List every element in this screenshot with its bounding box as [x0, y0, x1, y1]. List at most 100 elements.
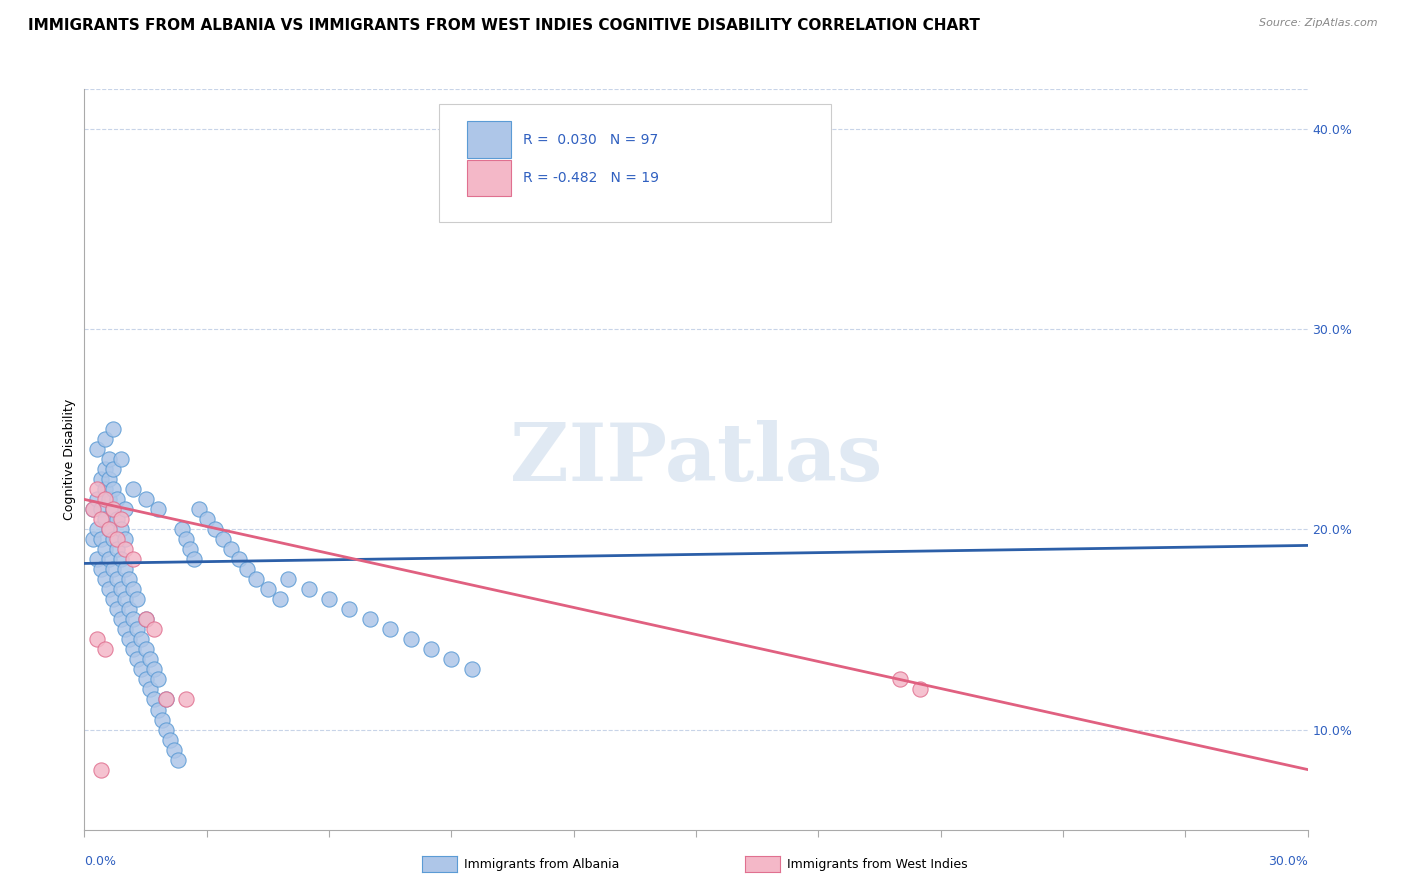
Point [93, 492, 115, 507]
Point [195, 512, 218, 526]
Point [97, 452, 120, 467]
Point [101, 483, 124, 497]
Point [101, 592, 124, 607]
Point [114, 562, 136, 576]
Point [889, 673, 911, 687]
Point [93, 462, 115, 476]
Point [146, 673, 169, 687]
Point [101, 462, 124, 476]
Point [93, 512, 115, 526]
Point [142, 692, 165, 706]
Point [97, 523, 120, 537]
Point [219, 542, 242, 557]
Point [105, 542, 128, 557]
Point [187, 502, 209, 516]
Point [118, 632, 141, 647]
Point [135, 642, 157, 657]
Point [86, 492, 108, 507]
Point [167, 752, 190, 766]
Point [142, 623, 165, 637]
Point [420, 642, 443, 657]
Point [110, 512, 132, 526]
Point [159, 732, 181, 747]
Point [131, 632, 153, 647]
Point [135, 612, 157, 626]
Point [127, 652, 149, 666]
Point [155, 692, 177, 706]
Point [114, 502, 136, 516]
Point [155, 723, 177, 737]
Point [114, 533, 136, 547]
Text: IMMIGRANTS FROM ALBANIA VS IMMIGRANTS FROM WEST INDIES COGNITIVE DISABILITY CORR: IMMIGRANTS FROM ALBANIA VS IMMIGRANTS FR… [28, 18, 980, 33]
Point [82, 533, 104, 547]
Point [86, 523, 108, 537]
Point [138, 682, 160, 697]
Point [155, 692, 177, 706]
Point [101, 502, 124, 516]
Point [93, 433, 115, 447]
FancyBboxPatch shape [467, 121, 512, 158]
Point [82, 502, 104, 516]
Point [86, 442, 108, 457]
Point [93, 483, 115, 497]
Point [97, 552, 120, 566]
Point [122, 582, 145, 597]
Point [122, 612, 145, 626]
Point [174, 533, 197, 547]
Point [110, 552, 132, 566]
Point [135, 673, 157, 687]
Point [122, 483, 145, 497]
Point [150, 713, 173, 727]
Point [142, 663, 165, 677]
Text: Immigrants from West Indies: Immigrants from West Indies [787, 858, 967, 871]
Point [127, 623, 149, 637]
Point [172, 523, 194, 537]
Point [461, 663, 484, 677]
Point [110, 523, 132, 537]
Point [135, 492, 157, 507]
Point [114, 623, 136, 637]
Point [90, 763, 112, 777]
Point [163, 742, 186, 756]
Point [298, 582, 321, 597]
Point [118, 602, 141, 616]
Point [146, 502, 169, 516]
Point [179, 542, 201, 557]
Point [380, 623, 402, 637]
Point [90, 502, 112, 516]
Point [236, 562, 259, 576]
Point [118, 573, 141, 587]
Point [212, 533, 235, 547]
Point [122, 552, 145, 566]
Point [204, 523, 226, 537]
Point [114, 592, 136, 607]
Text: Source: ZipAtlas.com: Source: ZipAtlas.com [1260, 18, 1378, 28]
Point [110, 612, 132, 626]
Point [97, 472, 120, 486]
Point [105, 573, 128, 587]
Point [359, 612, 381, 626]
Point [90, 533, 112, 547]
Point [318, 592, 340, 607]
Point [105, 492, 128, 507]
Point [110, 452, 132, 467]
Point [399, 632, 422, 647]
Point [93, 542, 115, 557]
Text: 0.0%: 0.0% [84, 855, 117, 868]
Point [105, 602, 128, 616]
Point [131, 663, 153, 677]
Text: R =  0.030   N = 97: R = 0.030 N = 97 [523, 133, 659, 146]
FancyBboxPatch shape [439, 104, 831, 222]
Point [183, 552, 205, 566]
Point [440, 652, 463, 666]
Point [101, 533, 124, 547]
Point [245, 573, 267, 587]
Point [97, 523, 120, 537]
Text: ZIPatlas: ZIPatlas [510, 420, 882, 499]
Point [127, 592, 149, 607]
Point [82, 502, 104, 516]
Point [101, 562, 124, 576]
Point [135, 612, 157, 626]
Point [86, 632, 108, 647]
Point [86, 552, 108, 566]
